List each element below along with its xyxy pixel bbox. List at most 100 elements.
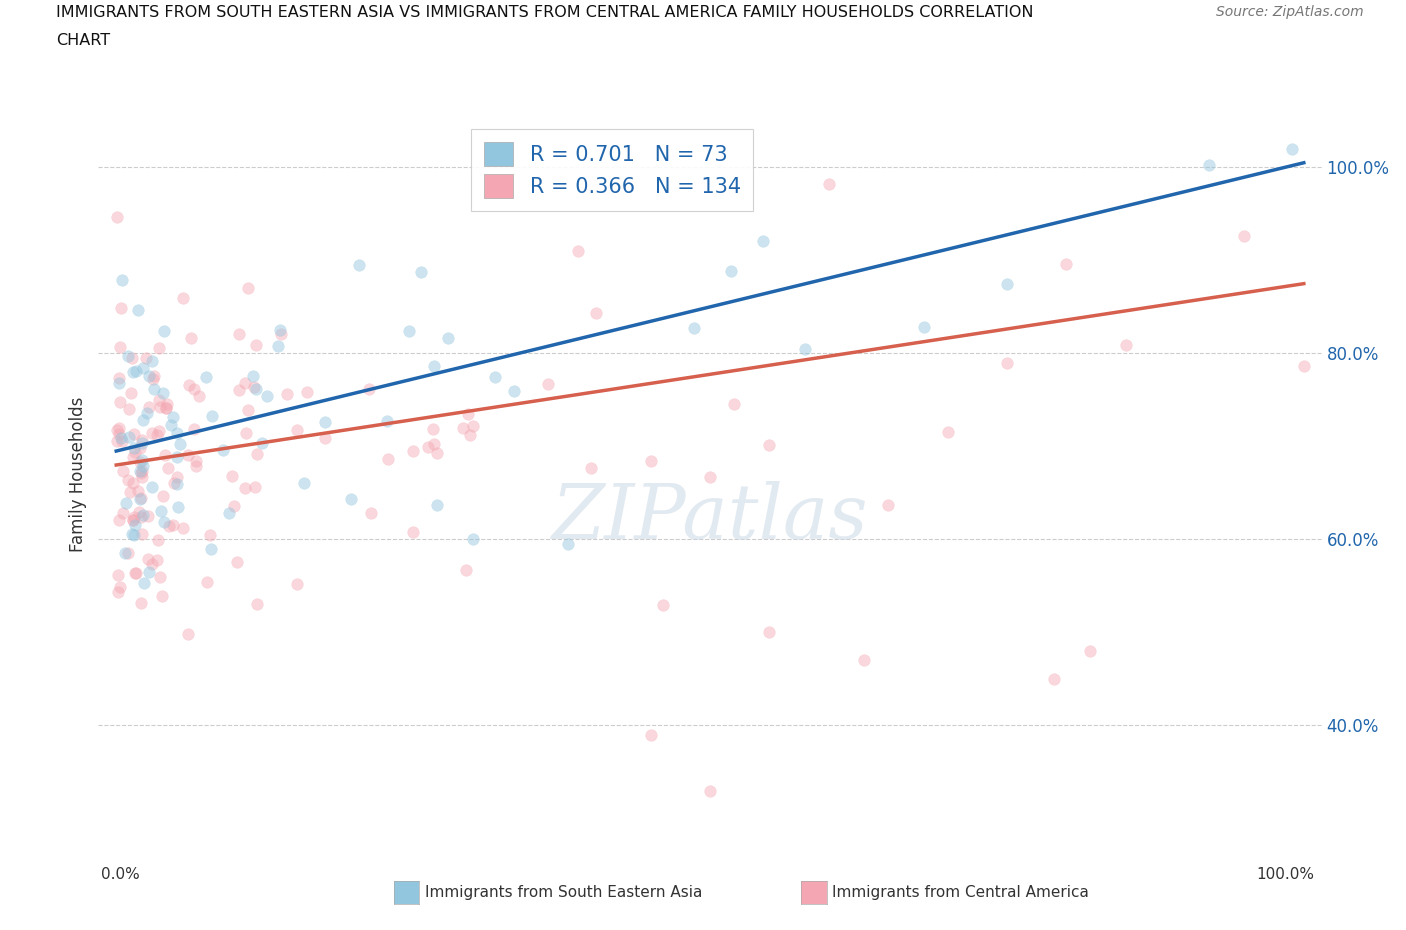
Point	[457, 406, 479, 421]
Point	[426, 446, 449, 461]
Point	[720, 263, 742, 278]
Point	[723, 396, 745, 411]
Point	[187, 388, 209, 403]
Point	[183, 421, 205, 436]
Point	[177, 447, 200, 462]
Point	[155, 447, 177, 462]
Point	[108, 339, 131, 354]
Point	[146, 553, 169, 568]
Point	[124, 441, 146, 456]
Point	[184, 458, 207, 473]
Point	[246, 447, 269, 462]
Point	[127, 302, 149, 317]
Point	[176, 627, 198, 642]
Point	[375, 414, 398, 429]
Point	[166, 469, 188, 484]
Point	[246, 597, 269, 612]
Point	[422, 359, 444, 374]
Point	[107, 420, 129, 435]
Point	[131, 526, 153, 541]
Point	[243, 379, 266, 394]
Point	[131, 452, 153, 467]
Point	[117, 430, 139, 445]
Point	[340, 491, 363, 506]
Point	[699, 783, 721, 798]
Point	[124, 510, 146, 525]
Point	[110, 579, 132, 594]
Point	[138, 399, 160, 414]
Point	[245, 338, 267, 352]
Point	[426, 498, 449, 512]
Point	[150, 503, 173, 518]
Point	[132, 360, 155, 375]
Point	[132, 458, 155, 473]
Point	[285, 422, 308, 437]
Point	[121, 365, 143, 379]
Point	[132, 575, 155, 590]
Point	[108, 371, 131, 386]
Point	[156, 397, 179, 412]
Y-axis label: Family Households: Family Households	[69, 396, 87, 552]
Point	[122, 426, 145, 441]
Point	[557, 537, 579, 551]
Point	[141, 480, 163, 495]
Point	[222, 498, 245, 513]
Point	[183, 381, 205, 396]
Point	[347, 258, 370, 272]
Point	[422, 421, 444, 436]
Point	[135, 351, 157, 365]
Point	[211, 443, 233, 458]
Point	[131, 435, 153, 450]
Point	[122, 475, 145, 490]
Point	[136, 405, 159, 420]
Point	[794, 341, 817, 356]
Point	[198, 527, 221, 542]
Point	[242, 368, 264, 383]
Point	[226, 554, 249, 569]
Point	[912, 319, 935, 334]
Point	[122, 449, 145, 464]
Text: Immigrants from Central America: Immigrants from Central America	[832, 885, 1090, 900]
Point	[108, 395, 131, 410]
Point	[141, 353, 163, 368]
Text: ZIPatlas: ZIPatlas	[551, 481, 869, 555]
Point	[1292, 359, 1315, 374]
Point	[218, 506, 240, 521]
Point	[422, 436, 444, 451]
Point	[129, 595, 152, 610]
Point	[111, 273, 134, 288]
Text: Immigrants from South Eastern Asia: Immigrants from South Eastern Asia	[425, 885, 702, 900]
Text: Source: ZipAtlas.com: Source: ZipAtlas.com	[1216, 5, 1364, 19]
Point	[256, 389, 278, 404]
Point	[108, 512, 131, 527]
Point	[456, 563, 478, 578]
Point	[127, 484, 149, 498]
Point	[233, 375, 256, 390]
Point	[136, 509, 159, 524]
Point	[314, 415, 336, 430]
Point	[460, 427, 482, 442]
Text: CHART: CHART	[56, 33, 110, 47]
Point	[125, 565, 148, 580]
Point	[148, 340, 170, 355]
Point	[269, 323, 291, 338]
Point	[228, 326, 250, 341]
Point	[121, 512, 143, 527]
Point	[152, 489, 174, 504]
Point	[243, 480, 266, 495]
Point	[128, 505, 150, 520]
Point	[150, 589, 173, 604]
Point	[156, 460, 179, 475]
Point	[287, 577, 309, 591]
Point	[152, 386, 174, 401]
Point	[166, 426, 188, 441]
Point	[120, 385, 142, 400]
Point	[107, 584, 129, 599]
Text: 100.0%: 100.0%	[1257, 867, 1315, 882]
Point	[995, 355, 1018, 370]
Point	[1281, 141, 1303, 156]
Point	[118, 402, 141, 417]
Point	[110, 431, 132, 445]
Point	[436, 330, 458, 345]
Point	[245, 382, 267, 397]
